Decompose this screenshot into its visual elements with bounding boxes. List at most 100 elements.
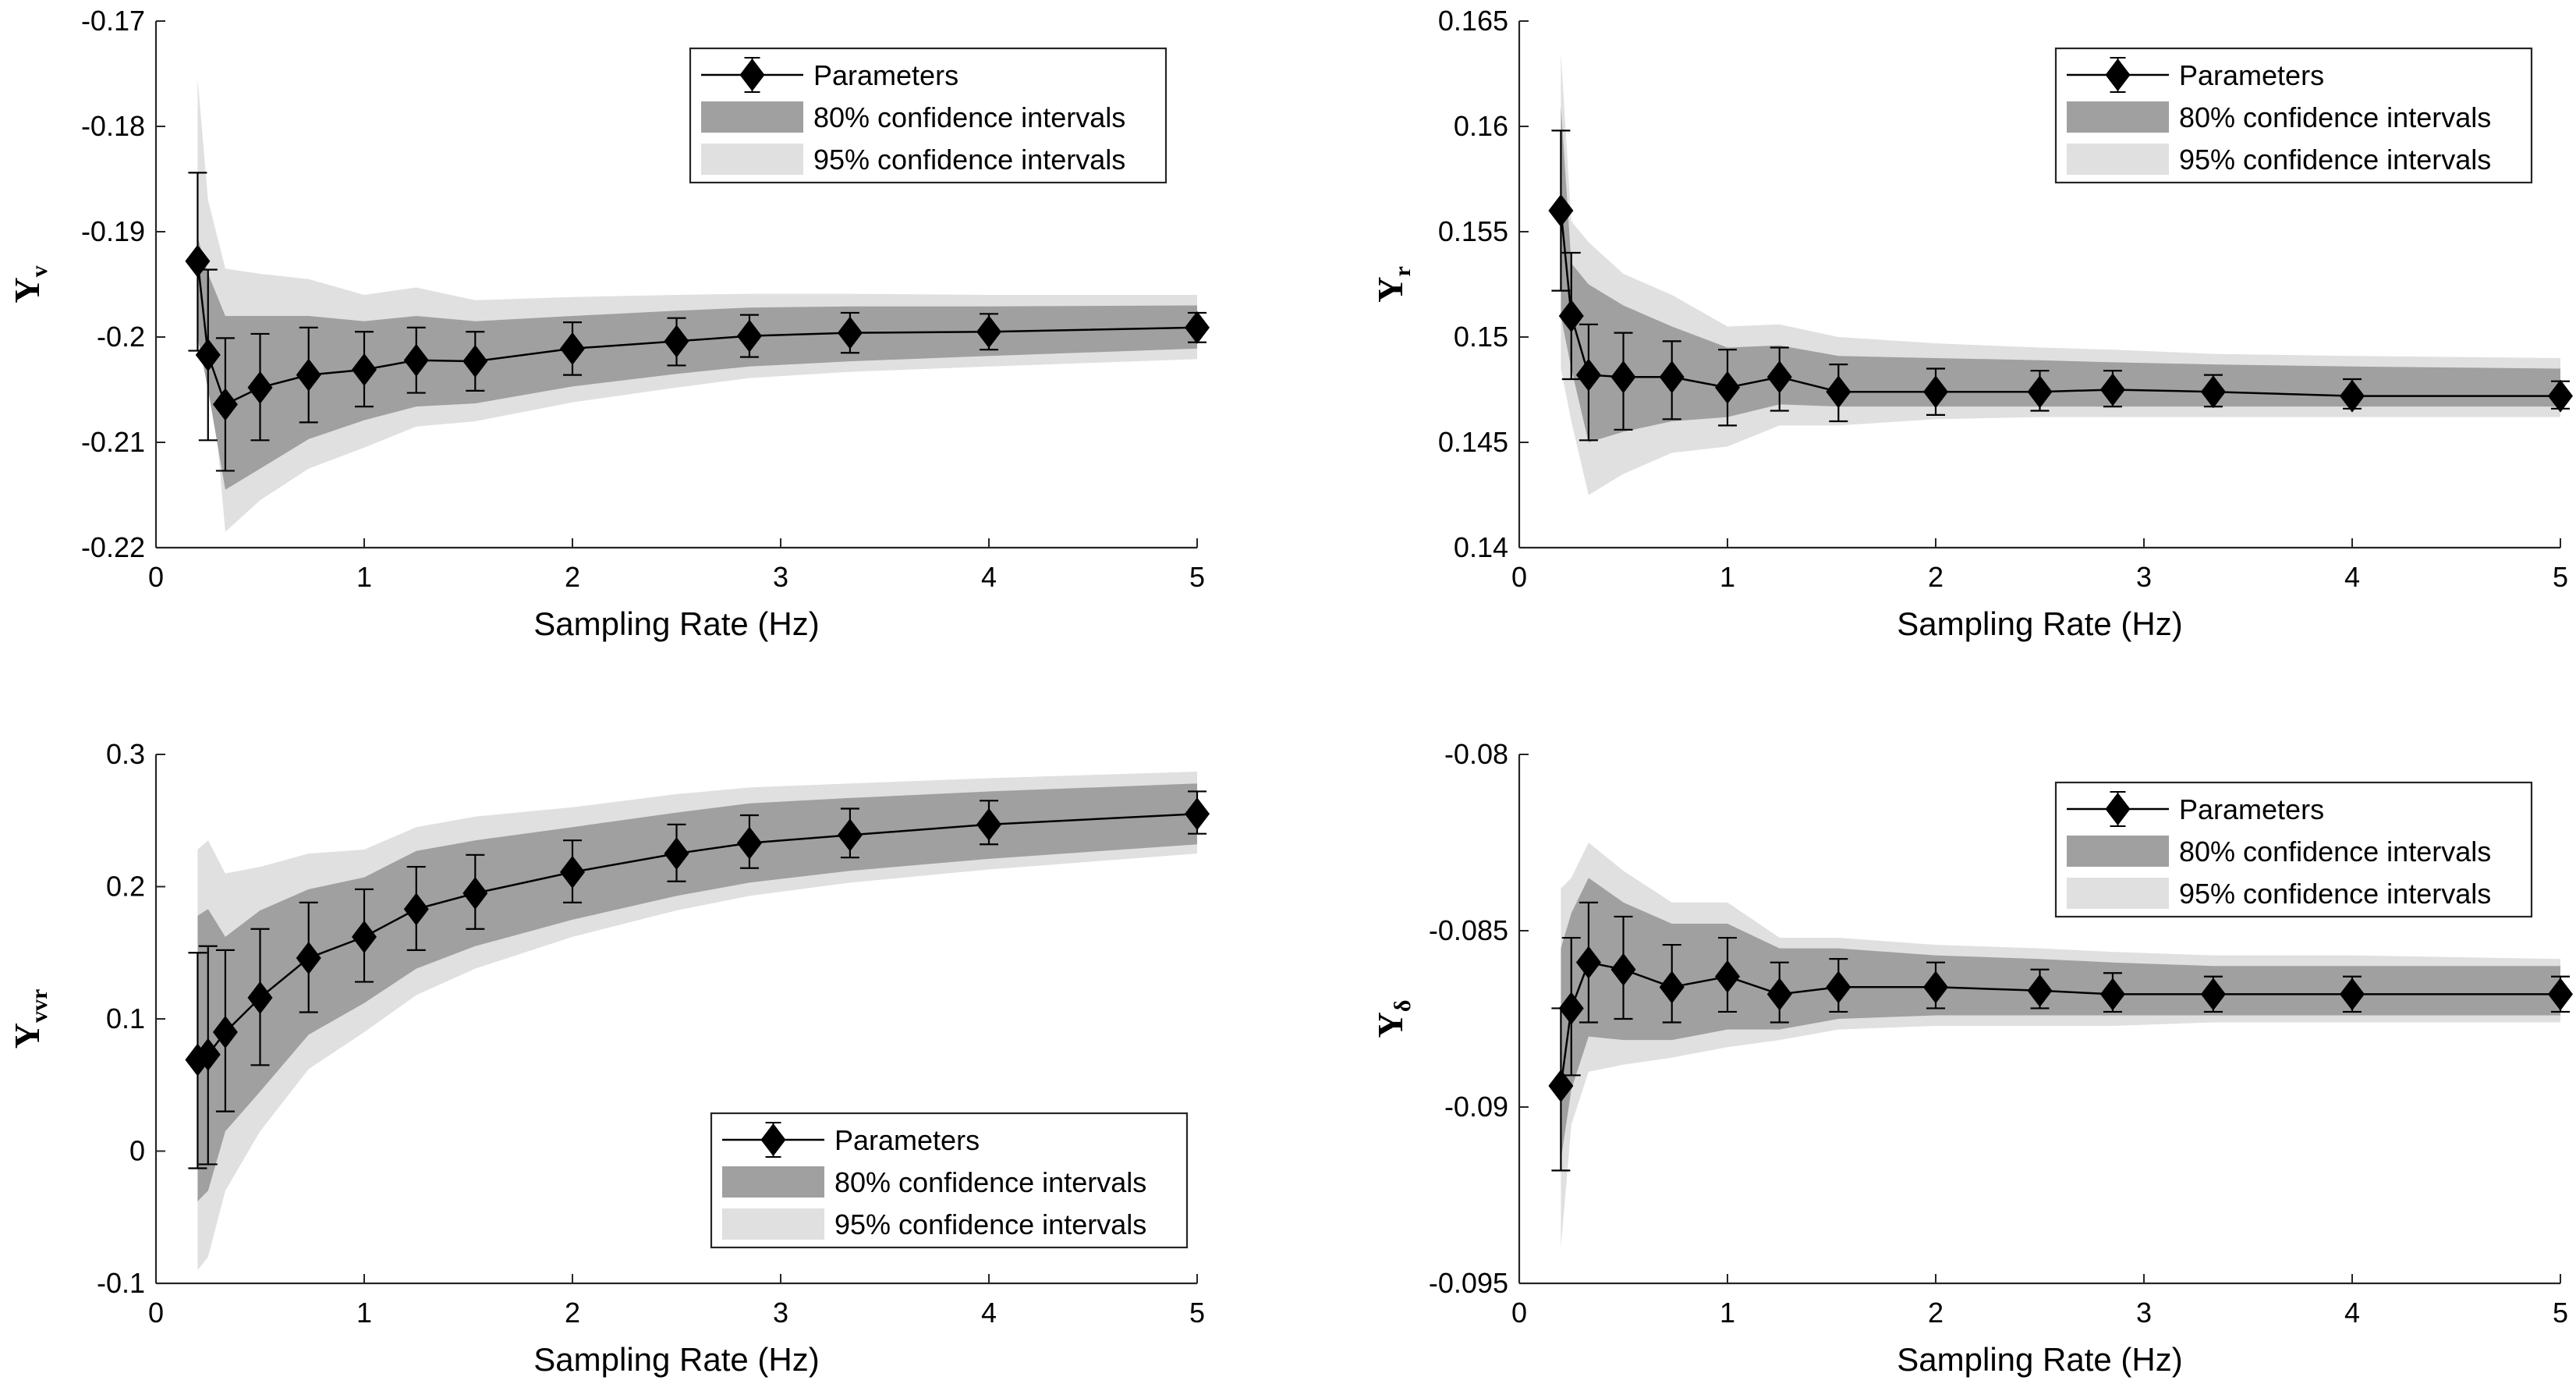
data-point	[352, 353, 377, 386]
legend-label: Parameters	[2179, 59, 2324, 91]
legend-diamond-swatch	[2105, 59, 2131, 91]
legend: Parameters 80% confidence intervals 95% co…	[2054, 47, 2533, 184]
data-point	[462, 876, 488, 910]
y-tick-label: -0.22	[81, 531, 145, 563]
y-tick-label: -0.085	[1429, 914, 1508, 946]
data-point	[1826, 375, 1851, 409]
chart-panel-top-right: 0 1 2 3 4 5 0.14 0.145 0.15 0.155 0.16 0.165 Samplin…	[1370, 5, 2573, 642]
data-point	[1610, 360, 1636, 394]
y-tick-label: -0.2	[97, 321, 145, 353]
x-axis-label: Sampling Rate (Hz)	[1897, 1341, 2182, 1378]
y-tick-label: -0.19	[81, 215, 145, 247]
data-point	[1548, 194, 1574, 227]
y-axis-label: Yv	[7, 265, 52, 303]
y-tick-label: -0.09	[1444, 1091, 1508, 1123]
legend-diamond-swatch	[2105, 793, 2131, 825]
x-tick-label: 5	[1189, 1297, 1205, 1329]
ci95-band	[1561, 843, 2560, 1248]
y-axis-label-subscript: r	[1390, 266, 1416, 276]
legend-label: 80% confidence intervals	[2179, 101, 2491, 133]
data-point	[1575, 946, 1601, 979]
data-point	[560, 332, 585, 365]
legend-label: 95% confidence intervals	[2179, 878, 2491, 910]
data-point	[247, 371, 273, 404]
data-point	[1766, 360, 1792, 394]
data-point	[1548, 1069, 1574, 1102]
legend-label: 80% confidence intervals	[813, 101, 1125, 133]
data-point	[2099, 978, 2125, 1011]
data-point	[1610, 953, 1636, 986]
legend: Parameters 80% confidence intervals 95% co…	[689, 47, 1168, 184]
data-point	[1185, 797, 1210, 831]
chart-panel-top-left: 0 1 2 3 4 5 -0.22 -0.21 -0.2 -0.19 -0.18 -0.17 Sampl…	[7, 5, 1210, 642]
x-tick-label: 0	[1511, 1297, 1527, 1329]
y-tick-label: 0.155	[1438, 215, 1508, 247]
y-tick-label: 0.165	[1438, 5, 1508, 37]
legend-label: 95% confidence intervals	[813, 144, 1125, 176]
x-tick-label: 2	[1928, 561, 1944, 593]
y-axis-label: Yr	[1370, 266, 1416, 303]
y-axis-label-subscript: δ	[1390, 1000, 1416, 1013]
chart-panel-bottom-right: 0 1 2 3 4 5 -0.095 -0.09 -0.085 -0.08 Sampling Rat…	[1370, 738, 2573, 1378]
y-tick-label: -0.18	[81, 110, 145, 142]
data-point	[296, 358, 321, 392]
legend-diamond-swatch	[760, 1123, 786, 1156]
y-tick-label: 0.2	[106, 871, 145, 903]
data-point	[195, 338, 221, 371]
y-tick-label: -0.21	[81, 426, 145, 458]
x-tick-label: 1	[356, 561, 372, 593]
data-point	[1185, 310, 1210, 344]
y-tick-label: -0.08	[1444, 738, 1508, 770]
legend-label: 95% confidence intervals	[2179, 144, 2491, 176]
data-point	[2340, 978, 2365, 1011]
data-point	[2548, 379, 2573, 413]
x-tick-label: 4	[2344, 1297, 2360, 1329]
legend-label: 95% confidence intervals	[834, 1208, 1146, 1240]
data-point	[462, 345, 488, 378]
data-point	[976, 807, 1001, 841]
data-point	[2340, 379, 2365, 413]
ci95-band	[197, 79, 1197, 532]
ci80-band	[1561, 878, 2560, 1160]
y-tick-label: 0.16	[1454, 110, 1508, 142]
legend-diamond-swatch	[739, 59, 765, 91]
legend-ci80-swatch	[722, 1166, 824, 1198]
y-axis-label: Yvvr	[7, 989, 52, 1049]
data-point	[185, 244, 211, 278]
x-axis-label: Sampling Rate (Hz)	[533, 605, 819, 642]
data-point	[736, 826, 762, 860]
legend-label: 80% confidence intervals	[834, 1166, 1146, 1198]
y-axis-label-subscript: vvr	[27, 989, 52, 1023]
x-tick-label: 2	[565, 1297, 580, 1329]
legend-ci95-swatch	[701, 144, 803, 175]
legend-label: 80% confidence intervals	[2179, 836, 2491, 868]
data-point	[837, 316, 863, 350]
ci80-band	[197, 783, 1197, 1201]
x-tick-label: 4	[2344, 561, 2360, 593]
data-point	[2200, 375, 2226, 409]
legend-ci80-swatch	[701, 101, 803, 133]
data-point	[1558, 300, 1584, 332]
x-tick-label: 3	[773, 1297, 788, 1329]
y-tick-label: -0.095	[1429, 1267, 1508, 1299]
x-tick-label: 0	[1511, 561, 1527, 593]
data-point	[560, 855, 585, 889]
data-point	[403, 892, 429, 926]
data-point	[1659, 360, 1685, 394]
y-tick-label: -0.1	[97, 1267, 145, 1299]
x-tick-label: 5	[1189, 561, 1205, 593]
legend-label: Parameters	[813, 59, 958, 91]
y-axis-label-main: Y	[7, 1023, 47, 1049]
x-tick-label: 1	[1720, 1297, 1735, 1329]
legend-ci95-swatch	[2067, 144, 2169, 175]
data-point	[1766, 978, 1792, 1011]
y-axis-label: Yδ	[1370, 1000, 1416, 1038]
y-axis-label-main: Y	[1370, 1012, 1410, 1038]
y-axis-label-subscript: v	[27, 265, 52, 277]
y-axis-label-main: Y	[1370, 277, 1410, 303]
data-point	[976, 315, 1001, 349]
legend-label: Parameters	[2179, 793, 2324, 825]
x-tick-label: 3	[2136, 561, 2152, 593]
ci80-band	[197, 236, 1197, 490]
